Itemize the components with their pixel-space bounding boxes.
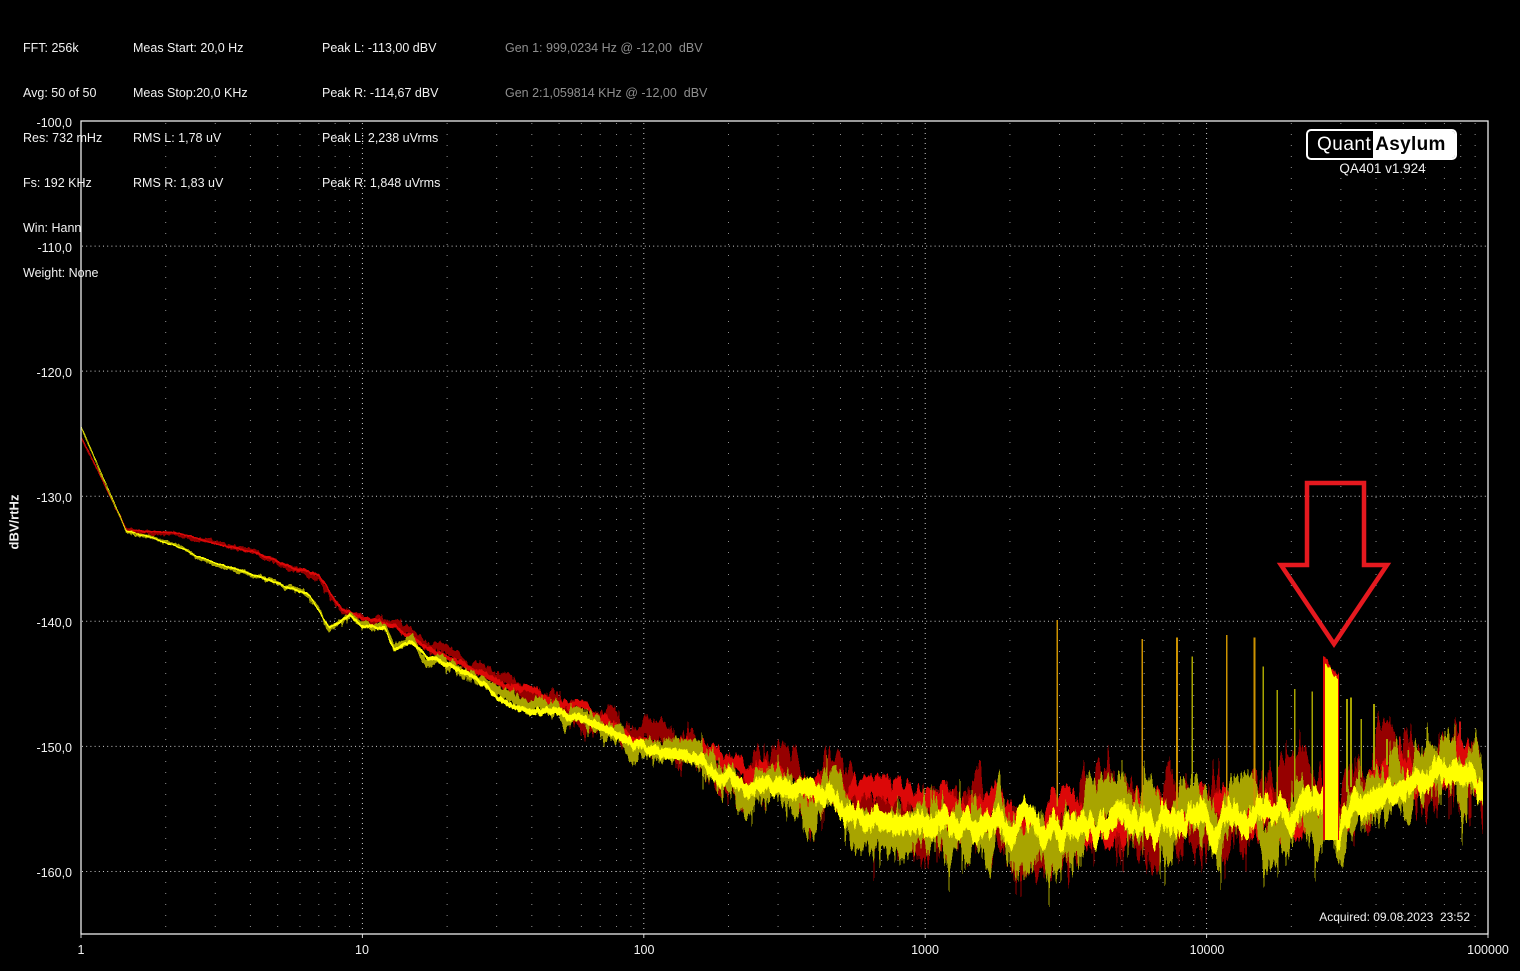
y-axis-title: dBV/rtHz (6, 494, 22, 550)
info-rms-r: RMS R: 1,83 uV (133, 176, 224, 190)
x-tick-label: 10000 (1189, 943, 1225, 957)
x-tick-label: 100000 (1467, 943, 1509, 957)
info-win: Win: Hann (23, 221, 82, 235)
measurement-range-block: Meas Start: 20,0 Hz Meas Stop:20,0 KHz R… (133, 11, 248, 221)
gen2-readout: Gen 2:1,059814 KHz @ -12,00 dBV (505, 86, 708, 100)
logo-asylum-text: Asylum (1373, 131, 1455, 158)
info-peak-r-uvrms: Peak R: 1,848 uVrms (322, 176, 441, 190)
x-tick-label: 10 (355, 943, 369, 957)
y-tick-label: -150,0 (36, 741, 72, 755)
info-meas-stop: Meas Stop:20,0 KHz (133, 86, 248, 100)
firmware-version-label: QA401 v1.924 (1339, 161, 1426, 176)
peak-readout-block: Peak L: -113,00 dBV Peak R: -114,67 dBV … (322, 11, 440, 221)
info-fft: FFT: 256k (23, 41, 79, 55)
generator-readout-block: Gen 1: 999,0234 Hz @ -12,00 dBV Gen 2:1,… (505, 11, 707, 131)
acquired-timestamp: Acquired: 09.08.2023 23:52 (1319, 910, 1470, 924)
info-peak-r-dbv: Peak R: -114,67 dBV (322, 86, 439, 100)
info-rms-l: RMS L: 1,78 uV (133, 131, 222, 145)
info-fs: Fs: 192 KHz (23, 176, 92, 190)
y-tick-label: -140,0 (36, 616, 72, 630)
x-tick-label: 100 (633, 943, 655, 957)
x-tick-label: 1 (77, 943, 85, 957)
info-meas-start: Meas Start: 20,0 Hz (133, 41, 244, 55)
y-tick-label: -110,0 (37, 241, 72, 255)
info-avg: Avg: 50 of 50 (23, 86, 97, 100)
y-tick-label: -130,0 (36, 491, 72, 505)
y-tick-label: -100,0 (36, 116, 72, 130)
gen1-readout: Gen 1: 999,0234 Hz @ -12,00 dBV (505, 41, 703, 55)
y-tick-label: -160,0 (36, 866, 72, 880)
logo-quant-text: Quant (1317, 134, 1372, 155)
info-weight: Weight: None (23, 266, 99, 280)
acquisition-settings-block: FFT: 256k Avg: 50 of 50 Res: 732 mHz Fs:… (23, 11, 102, 311)
quantasylum-logo: Quant Asylum (1306, 129, 1457, 160)
info-res: Res: 732 mHz (23, 131, 103, 145)
info-peak-l-dbv: Peak L: -113,00 dBV (322, 41, 437, 55)
info-peak-l-uvrms: Peak L: 2,238 uVrms (322, 131, 439, 145)
x-tick-label: 1000 (911, 943, 939, 957)
y-tick-label: -120,0 (36, 366, 72, 380)
